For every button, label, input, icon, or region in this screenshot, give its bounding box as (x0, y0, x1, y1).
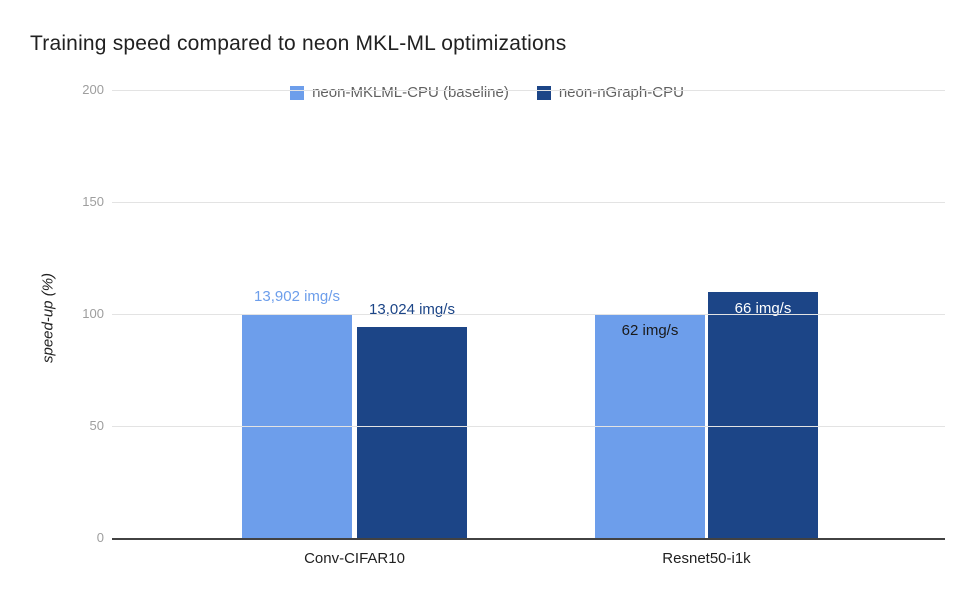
legend-item-ngraph: neon-nGraph-CPU (536, 84, 684, 101)
legend-label-ngraph: neon-nGraph-CPU (558, 84, 684, 101)
bar-ngraph-resnet50: 66 img/s (708, 292, 818, 538)
plot-area: 13,902 img/s 13,024 img/s 62 img/s 66 im… (112, 90, 945, 567)
y-tick-label: 100 (82, 306, 104, 321)
y-tick-label: 0 (96, 530, 104, 545)
bar-value-label: 13,024 img/s (369, 301, 455, 318)
x-category-label-resnet50: Resnet50-i1k (662, 550, 751, 567)
legend-swatch-ngraph (536, 85, 551, 100)
legend-label-baseline: neon-MKLML-CPU (baseline) (312, 84, 509, 101)
gridline (112, 314, 945, 315)
bar-value-label: 62 img/s (621, 322, 679, 339)
x-category-label-conv-cifar10: Conv-CIFAR10 (304, 550, 405, 567)
bar-value-label: 13,902 img/s (254, 288, 340, 305)
gridline (112, 202, 945, 203)
legend: neon-MKLML-CPU (baseline) neon-nGraph-CP… (0, 84, 974, 101)
bar-value-label: 66 img/s (734, 300, 792, 317)
bar-ngraph-conv-cifar10: 13,024 img/s (357, 301, 467, 538)
y-axis-ticks: 0 50 100 150 200 (0, 82, 104, 545)
legend-item-baseline: neon-MKLML-CPU (baseline) (290, 84, 509, 101)
gridline (112, 426, 945, 427)
gridline (112, 90, 945, 91)
chart-title: Training speed compared to neon MKL-ML o… (30, 32, 567, 55)
y-tick-label: 50 (89, 418, 104, 433)
y-tick-label: 150 (82, 194, 104, 209)
y-tick-label: 200 (82, 82, 104, 97)
legend-swatch-baseline (290, 85, 305, 100)
